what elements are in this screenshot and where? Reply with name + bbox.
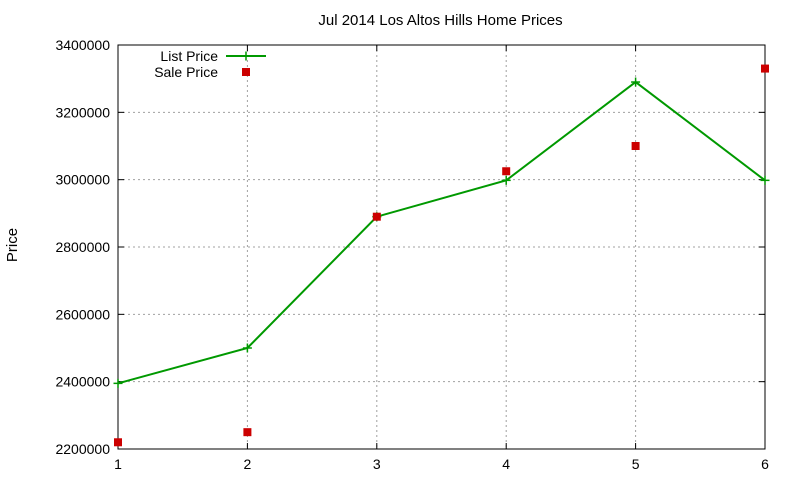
list-price-point <box>631 77 641 87</box>
list-price-point <box>760 175 770 185</box>
list-price-line <box>117 80 766 385</box>
legend-label: Sale Price <box>154 64 218 80</box>
list-price-point <box>113 378 123 388</box>
legend-label: List Price <box>160 48 218 64</box>
list-price-point <box>242 343 252 353</box>
x-tick-label: 4 <box>502 456 510 472</box>
sale-price-point <box>372 212 381 221</box>
sale-price-point <box>502 167 511 176</box>
grid-lines <box>118 45 765 449</box>
y-tick-label: 3200000 <box>55 104 110 120</box>
sale-price-point <box>243 428 252 437</box>
x-tick-label: 1 <box>114 456 122 472</box>
sale-price-point <box>761 64 769 73</box>
sale-price-point <box>631 142 640 150</box>
x-tick-label: 5 <box>632 456 640 472</box>
legend-square-marker <box>242 68 250 76</box>
series-layer <box>113 64 770 447</box>
y-tick-label: 2600000 <box>55 306 110 322</box>
chart-title: Jul 2014 Los Altos Hills Home Prices <box>318 12 562 29</box>
y-tick-label: 3000000 <box>55 172 110 188</box>
legend-plus-marker <box>241 51 251 61</box>
x-tick-label: 6 <box>761 456 769 472</box>
y-tick-label: 2800000 <box>55 239 110 255</box>
sale-price-point <box>114 438 122 447</box>
y-tick-label: 2400000 <box>55 374 110 390</box>
axis-ticks: 2200000 2400000 2600000 2800000 3000000 32000… <box>55 37 769 472</box>
y-axis-label: Price <box>4 228 21 262</box>
x-tick-label: 3 <box>373 456 381 472</box>
y-tick-label: 3400000 <box>55 37 110 53</box>
y-tick-label: 2200000 <box>55 441 110 457</box>
list-price-point <box>501 175 511 185</box>
x-tick-label: 2 <box>244 456 252 472</box>
